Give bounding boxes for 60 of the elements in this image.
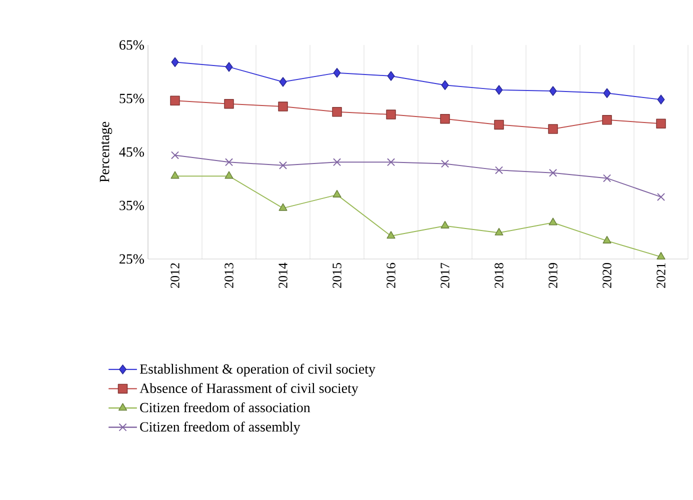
point <box>441 80 449 90</box>
point <box>548 124 558 134</box>
legend-label: Establishment & operation of civil society <box>140 364 376 377</box>
y-axis-title: Percentage <box>100 122 112 182</box>
point <box>171 57 179 67</box>
point <box>440 220 450 228</box>
point <box>387 71 395 81</box>
point <box>170 151 180 160</box>
point <box>224 171 234 179</box>
point <box>170 96 180 106</box>
point <box>602 236 612 244</box>
x-tick-label: 2016 <box>386 262 396 288</box>
point <box>602 174 612 182</box>
point <box>332 106 342 117</box>
x-tick-label: 2021 <box>656 263 666 288</box>
point <box>548 218 558 226</box>
point <box>440 160 450 168</box>
point <box>386 158 396 166</box>
point <box>278 203 288 211</box>
legend-label: Absence of Harassment of civil society <box>140 383 358 396</box>
point <box>549 86 557 96</box>
point <box>495 85 503 95</box>
point <box>386 110 396 120</box>
point <box>224 98 234 109</box>
point <box>602 115 612 125</box>
x-tick-label: 2020 <box>602 263 612 288</box>
point <box>494 166 504 174</box>
point <box>333 68 341 78</box>
y-tick-label: 35% <box>120 200 144 210</box>
point <box>332 158 342 166</box>
point <box>278 161 288 170</box>
y-tick-label: 65% <box>120 40 144 50</box>
x-tick-label: 2012 <box>170 263 180 288</box>
y-tick-label: 25% <box>120 254 144 264</box>
y-tick-label: 55% <box>120 94 144 104</box>
point <box>278 102 288 112</box>
x-tick-label: 2014 <box>278 262 288 288</box>
point <box>332 190 342 198</box>
point <box>657 94 665 104</box>
point <box>225 62 233 72</box>
point <box>656 118 666 129</box>
point <box>440 114 450 124</box>
point <box>224 158 234 166</box>
x-tick-label: 2019 <box>548 263 558 288</box>
point <box>170 171 180 179</box>
point <box>656 192 666 201</box>
point <box>548 168 558 177</box>
point <box>279 77 287 87</box>
legend-label: Citizen freedom of assembly <box>140 422 300 434</box>
x-tick-label: 2015 <box>332 263 342 288</box>
point <box>603 88 611 98</box>
x-tick-label: 2013 <box>224 263 234 288</box>
x-tick-label: 2018 <box>494 263 504 288</box>
point <box>494 120 504 130</box>
point <box>656 252 666 260</box>
point <box>494 228 504 236</box>
point <box>386 231 396 239</box>
x-tick-label: 2017 <box>440 262 450 288</box>
y-tick-label: 45% <box>119 147 144 157</box>
legend-label: Citizen freedom of association <box>140 402 310 412</box>
